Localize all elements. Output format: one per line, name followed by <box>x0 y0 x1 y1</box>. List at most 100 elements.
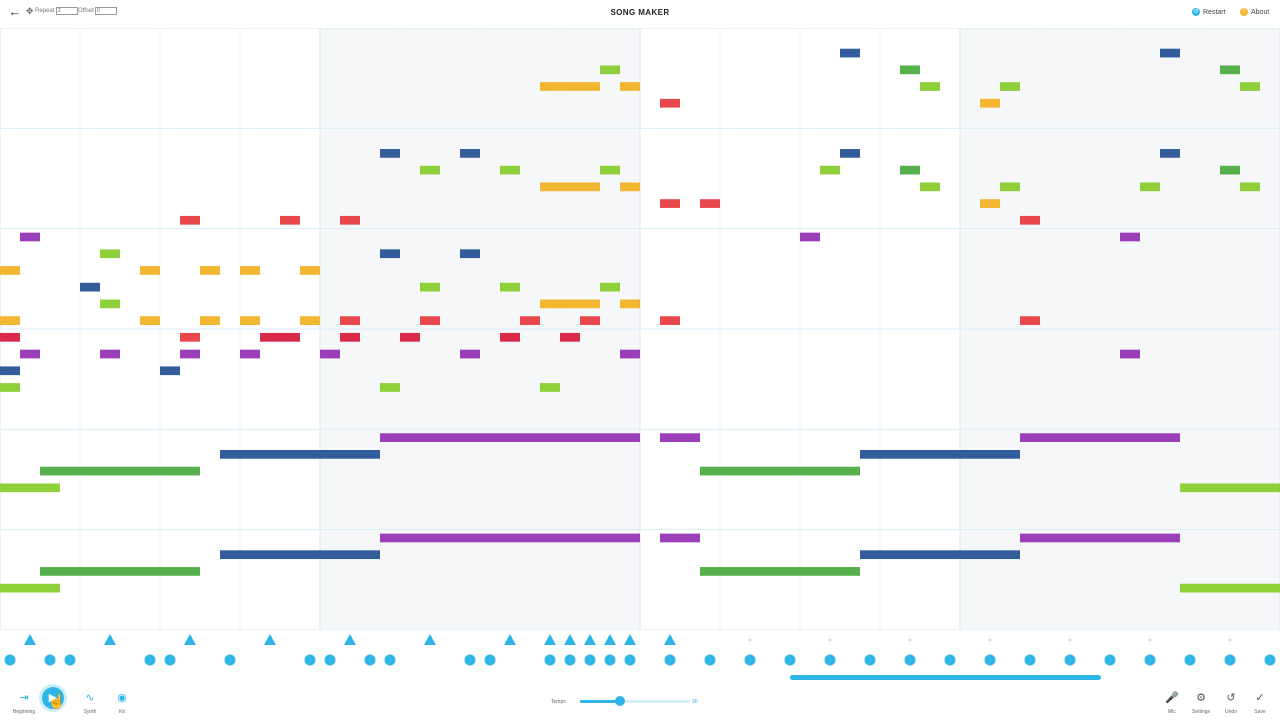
note-block[interactable] <box>660 433 700 442</box>
note-block[interactable] <box>380 433 640 442</box>
rhythm-triangle[interactable] <box>344 634 356 645</box>
rhythm-triangle[interactable] <box>664 634 676 645</box>
save-button[interactable]: ✓ Save <box>1245 690 1275 715</box>
note-block[interactable] <box>1180 583 1280 593</box>
note-block[interactable] <box>420 165 440 175</box>
note-block[interactable] <box>220 550 380 560</box>
note-block[interactable] <box>180 332 200 342</box>
rhythm-empty-dot[interactable] <box>1228 638 1232 642</box>
rhythm-circle[interactable] <box>304 654 316 666</box>
note-block[interactable] <box>920 182 940 192</box>
note-block[interactable] <box>400 332 420 342</box>
note-block[interactable] <box>560 332 580 342</box>
note-block[interactable] <box>0 266 20 275</box>
rhythm-circle[interactable] <box>1024 654 1036 666</box>
note-block[interactable] <box>580 316 600 325</box>
note-block[interactable] <box>160 366 180 376</box>
note-block[interactable] <box>420 282 440 292</box>
note-block[interactable] <box>1020 533 1180 543</box>
note-block[interactable] <box>500 165 520 175</box>
rhythm-empty-dot[interactable] <box>828 638 832 642</box>
rhythm-circle[interactable] <box>1064 654 1076 666</box>
back-arrow-icon[interactable]: ← <box>8 4 22 19</box>
kit-button[interactable]: ◉ Kit <box>107 690 137 715</box>
rhythm-circle[interactable] <box>164 654 176 666</box>
note-block[interactable] <box>240 316 260 325</box>
note-block[interactable] <box>0 366 20 376</box>
rhythm-triangle[interactable] <box>604 634 616 645</box>
mic-button[interactable]: 🎤 Mic <box>1157 690 1187 715</box>
beginning-button[interactable]: ⇥ Beginning <box>9 690 39 715</box>
rhythm-grid[interactable] <box>0 630 1280 670</box>
note-block[interactable] <box>100 249 120 259</box>
note-block[interactable] <box>460 149 480 158</box>
rhythm-circle[interactable] <box>864 654 876 666</box>
rhythm-circle[interactable] <box>4 654 16 666</box>
note-block[interactable] <box>1020 316 1040 325</box>
note-block[interactable] <box>660 98 680 108</box>
rhythm-circle[interactable] <box>384 654 396 666</box>
play-button[interactable]: ▶ <box>38 687 68 709</box>
rhythm-circle[interactable] <box>1144 654 1156 666</box>
note-block[interactable] <box>200 266 220 275</box>
note-block[interactable] <box>100 349 120 359</box>
undo-button[interactable]: ↺ Undo <box>1216 690 1246 715</box>
note-block[interactable] <box>180 215 200 225</box>
note-block[interactable] <box>380 149 400 158</box>
restart-button[interactable]: ↺ Restart <box>1192 6 1226 18</box>
rhythm-triangle[interactable] <box>504 634 516 645</box>
note-block[interactable] <box>540 383 560 392</box>
note-block[interactable] <box>700 466 860 476</box>
rhythm-triangle[interactable] <box>24 634 36 645</box>
note-block[interactable] <box>1220 65 1240 75</box>
note-block[interactable] <box>380 249 400 259</box>
about-button[interactable]: ? About <box>1240 6 1269 18</box>
note-block[interactable] <box>40 567 200 576</box>
note-block[interactable] <box>240 349 260 359</box>
note-block[interactable] <box>1240 182 1260 192</box>
note-block[interactable] <box>200 316 220 325</box>
note-block[interactable] <box>540 82 600 91</box>
note-block[interactable] <box>340 332 360 342</box>
rhythm-circle[interactable] <box>544 654 556 666</box>
note-block[interactable] <box>1160 48 1180 58</box>
tempo-slider-handle[interactable] <box>614 696 625 706</box>
note-block[interactable] <box>1120 232 1140 242</box>
note-block[interactable] <box>340 215 360 225</box>
note-block[interactable] <box>860 550 1020 560</box>
note-block[interactable] <box>860 450 1020 459</box>
note-block[interactable] <box>1000 82 1020 91</box>
note-block[interactable] <box>900 165 920 175</box>
note-block[interactable] <box>620 299 640 309</box>
rhythm-triangle[interactable] <box>584 634 596 645</box>
note-block[interactable] <box>540 299 600 309</box>
note-block[interactable] <box>80 282 100 292</box>
note-block[interactable] <box>1020 433 1180 442</box>
rhythm-circle[interactable] <box>1184 654 1196 666</box>
note-block[interactable] <box>1140 182 1160 192</box>
note-block[interactable] <box>700 567 860 576</box>
rhythm-circle[interactable] <box>984 654 996 666</box>
rhythm-circle[interactable] <box>464 654 476 666</box>
note-block[interactable] <box>140 316 160 325</box>
note-block[interactable] <box>980 199 1000 208</box>
note-block[interactable] <box>620 182 640 192</box>
tempo-slider[interactable] <box>580 696 690 706</box>
offset-input[interactable]: 0 <box>95 7 117 15</box>
note-block[interactable] <box>0 316 20 325</box>
note-block[interactable] <box>1000 182 1020 192</box>
note-block[interactable] <box>260 332 300 342</box>
note-block[interactable] <box>620 82 640 91</box>
note-block[interactable] <box>600 65 620 75</box>
note-block[interactable] <box>300 266 320 275</box>
note-block[interactable] <box>620 349 640 359</box>
note-block[interactable] <box>1180 483 1280 493</box>
note-block[interactable] <box>820 165 840 175</box>
rhythm-triangle[interactable] <box>264 634 276 645</box>
note-block[interactable] <box>280 215 300 225</box>
rhythm-circle[interactable] <box>824 654 836 666</box>
note-block[interactable] <box>540 182 600 192</box>
note-block[interactable] <box>1120 349 1140 359</box>
rhythm-circle[interactable] <box>364 654 376 666</box>
settings-button[interactable]: ⚙ Settings <box>1186 690 1216 715</box>
